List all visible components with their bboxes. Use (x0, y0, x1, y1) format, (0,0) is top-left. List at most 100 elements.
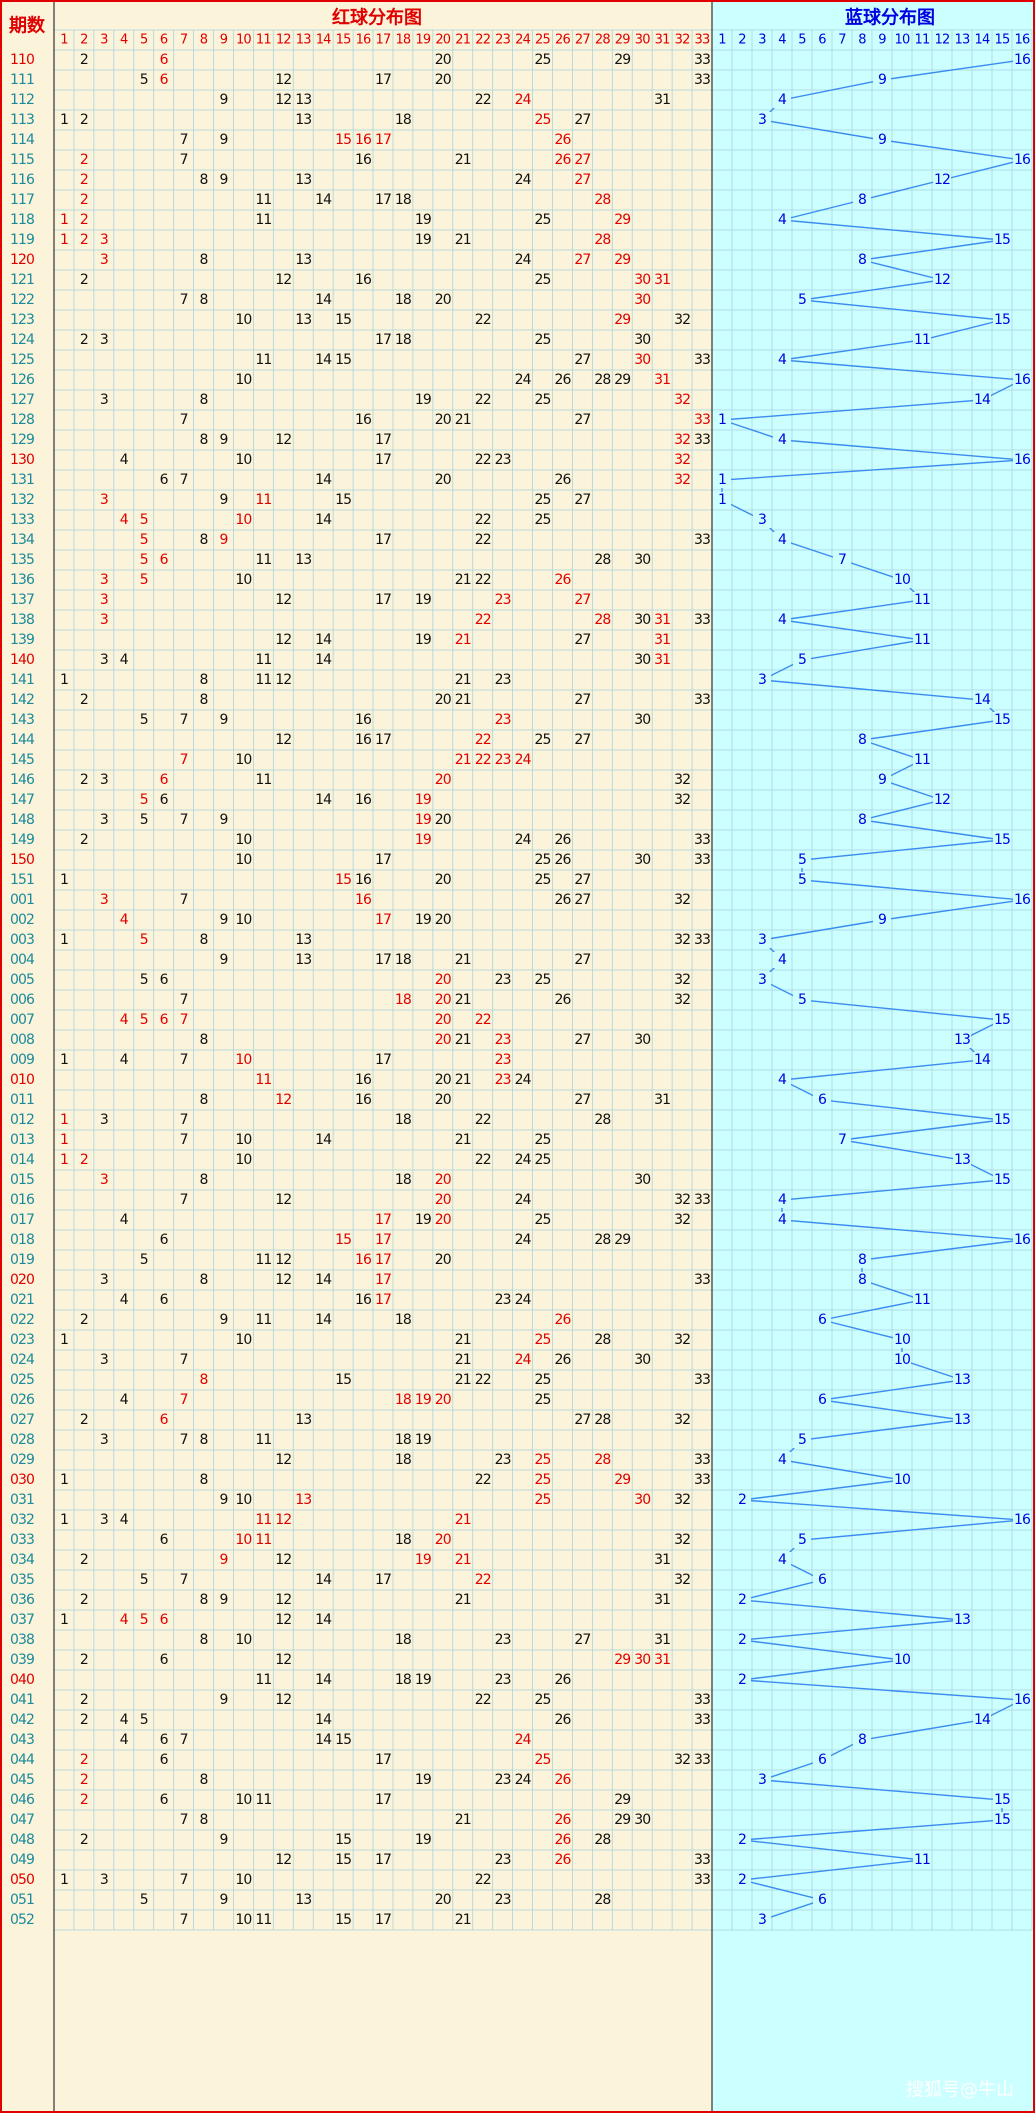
period-label: 029 (10, 1452, 34, 1468)
red-ball: 10 (235, 1332, 251, 1348)
period-label: 011 (10, 1092, 34, 1108)
period-label: 117 (10, 192, 34, 208)
blue-ball-bg (773, 952, 791, 968)
red-ball: 3 (100, 252, 108, 268)
red-ball: 12 (275, 732, 291, 748)
red-col-number: 21 (455, 33, 470, 48)
red-ball: 5 (140, 1892, 148, 1908)
period-label: 017 (10, 1212, 34, 1228)
red-ball: 30 (634, 292, 650, 308)
red-ball: 4 (120, 1052, 129, 1068)
red-ball: 4 (120, 1512, 129, 1528)
blue-ball-bg (993, 712, 1011, 728)
period-label: 129 (10, 432, 34, 448)
red-ball: 16 (355, 132, 372, 148)
red-ball: 23 (495, 1852, 511, 1868)
blue-ball: 12 (934, 172, 950, 188)
period-label: 010 (10, 1072, 34, 1088)
red-ball: 17 (375, 1212, 391, 1228)
red-ball: 10 (235, 1052, 251, 1068)
blue-col-number: 13 (955, 33, 970, 48)
red-ball: 25 (535, 52, 551, 68)
red-ball: 10 (235, 832, 251, 848)
red-ball: 5 (140, 712, 148, 728)
red-ball: 7 (180, 412, 188, 428)
blue-ball-bg (753, 512, 771, 528)
period-label: 038 (10, 1632, 34, 1648)
blue-trend-line (721, 59, 1025, 1921)
red-ball: 18 (395, 112, 411, 128)
red-ball: 26 (554, 1352, 571, 1368)
watermark: 搜狐号@牛山 (906, 2080, 1014, 2101)
period-label: 025 (10, 1372, 34, 1388)
red-ball: 21 (455, 232, 471, 248)
red-ball: 8 (200, 432, 208, 448)
blue-ball-bg (913, 592, 931, 608)
blue-ball: 15 (994, 1812, 1010, 1828)
blue-ball: 15 (994, 712, 1010, 728)
blue-ball-bg (973, 692, 991, 708)
red-col-number: 31 (655, 33, 670, 48)
red-col-number: 19 (415, 33, 430, 48)
period-header: 期数 (9, 15, 46, 37)
red-ball: 26 (554, 472, 571, 488)
red-ball: 21 (455, 1032, 471, 1048)
blue-ball: 16 (1014, 1692, 1031, 1708)
blue-ball-bg (853, 732, 871, 748)
red-ball: 25 (535, 852, 551, 868)
red-ball: 18 (395, 1452, 411, 1468)
red-ball: 31 (654, 1552, 670, 1568)
red-ball: 7 (180, 892, 188, 908)
red-ball: 14 (315, 632, 332, 648)
blue-col-number: 6 (818, 33, 826, 48)
blue-ball-bg (993, 1792, 1011, 1808)
red-ball: 30 (634, 272, 650, 288)
red-ball: 6 (160, 1412, 169, 1428)
red-ball: 13 (295, 1412, 311, 1428)
red-ball: 12 (275, 1692, 291, 1708)
red-ball: 25 (535, 1332, 551, 1348)
red-ball: 25 (535, 1392, 551, 1408)
red-ball: 4 (120, 652, 129, 668)
red-ball: 3 (100, 652, 108, 668)
blue-ball-bg (953, 1372, 971, 1388)
red-ball: 24 (515, 1152, 532, 1168)
period-label: 150 (10, 852, 34, 868)
red-ball: 9 (219, 1312, 227, 1328)
red-ball: 11 (255, 1912, 271, 1928)
red-ball: 8 (200, 1272, 208, 1288)
red-ball: 7 (180, 152, 188, 168)
blue-ball-bg (733, 1592, 751, 1608)
red-ball: 22 (475, 732, 491, 748)
red-ball: 7 (180, 1012, 188, 1028)
red-col-number: 27 (575, 33, 590, 48)
red-ball: 33 (694, 412, 710, 428)
red-ball: 27 (574, 412, 590, 428)
blue-ball: 8 (858, 732, 866, 748)
red-ball: 16 (355, 872, 372, 888)
blue-ball: 11 (914, 592, 930, 608)
red-ball: 9 (219, 172, 227, 188)
red-ball: 3 (100, 492, 108, 508)
red-ball: 6 (160, 1532, 169, 1548)
red-ball: 12 (275, 1252, 291, 1268)
blue-ball-bg (1013, 1232, 1031, 1248)
red-ball: 11 (255, 1532, 271, 1548)
red-ball: 12 (275, 432, 291, 448)
red-ball: 29 (614, 52, 630, 68)
red-ball: 20 (435, 1032, 451, 1048)
red-ball: 19 (415, 232, 431, 248)
red-ball: 22 (475, 1572, 491, 1588)
red-ball: 19 (415, 1552, 431, 1568)
blue-col-number: 11 (915, 33, 930, 48)
blue-ball: 15 (994, 1172, 1010, 1188)
blue-ball-bg (893, 572, 911, 588)
red-ball: 17 (375, 452, 391, 468)
red-ball: 32 (674, 432, 690, 448)
red-ball: 26 (554, 1712, 571, 1728)
red-ball: 25 (535, 392, 551, 408)
red-ball: 7 (180, 1812, 188, 1828)
red-ball: 20 (435, 52, 451, 68)
red-ball: 20 (435, 692, 451, 708)
red-ball: 20 (435, 1012, 451, 1028)
